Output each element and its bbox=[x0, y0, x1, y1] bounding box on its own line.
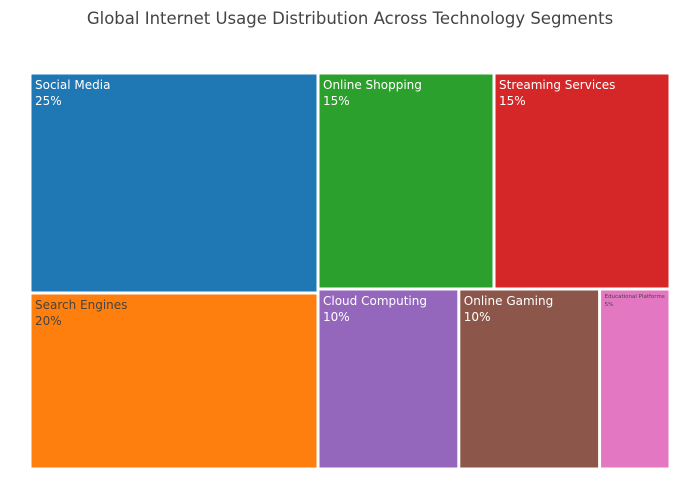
treemap-rect-online-shopping bbox=[319, 74, 493, 288]
treemap-rect-search-engines bbox=[31, 294, 317, 468]
treemap-label-educational-platforms: Educational Platforms bbox=[605, 294, 665, 300]
treemap-value-online-shopping: 15% bbox=[323, 94, 350, 108]
treemap-tile-streaming-services: Streaming Services 15% bbox=[495, 74, 669, 288]
treemap-value-streaming-services: 15% bbox=[499, 94, 526, 108]
treemap-value-educational-platforms: 5% bbox=[605, 302, 614, 308]
treemap-rect-streaming-services bbox=[495, 74, 669, 288]
treemap-value-search-engines: 20% bbox=[35, 314, 62, 328]
treemap-label-online-gaming: Online Gaming bbox=[464, 294, 553, 308]
treemap-label-online-shopping: Online Shopping bbox=[323, 78, 422, 92]
treemap-value-social-media: 25% bbox=[35, 94, 62, 108]
treemap-value-online-gaming: 10% bbox=[464, 310, 491, 324]
treemap-rect-educational-platforms bbox=[601, 290, 669, 468]
treemap-tile-cloud-computing: Cloud Computing 10% bbox=[319, 290, 458, 468]
treemap-label-cloud-computing: Cloud Computing bbox=[323, 294, 427, 308]
treemap-tile-online-gaming: Online Gaming 10% bbox=[460, 290, 599, 468]
treemap-tile-search-engines: Search Engines 20% bbox=[31, 294, 317, 468]
treemap-rect-social-media bbox=[31, 74, 317, 292]
treemap-label-social-media: Social Media bbox=[35, 78, 110, 92]
treemap-label-search-engines: Search Engines bbox=[35, 298, 127, 312]
treemap-tile-online-shopping: Online Shopping 15% bbox=[319, 74, 493, 288]
treemap-rect-online-gaming bbox=[460, 290, 599, 468]
treemap-rect-cloud-computing bbox=[319, 290, 458, 468]
treemap-tile-educational-platforms: Educational Platforms 5% bbox=[601, 290, 669, 468]
treemap-label-streaming-services: Streaming Services bbox=[499, 78, 615, 92]
chart-title: Global Internet Usage Distribution Acros… bbox=[86, 9, 614, 28]
treemap-value-cloud-computing: 10% bbox=[323, 310, 350, 324]
treemap-tile-social-media: Social Media 25% bbox=[31, 74, 317, 292]
